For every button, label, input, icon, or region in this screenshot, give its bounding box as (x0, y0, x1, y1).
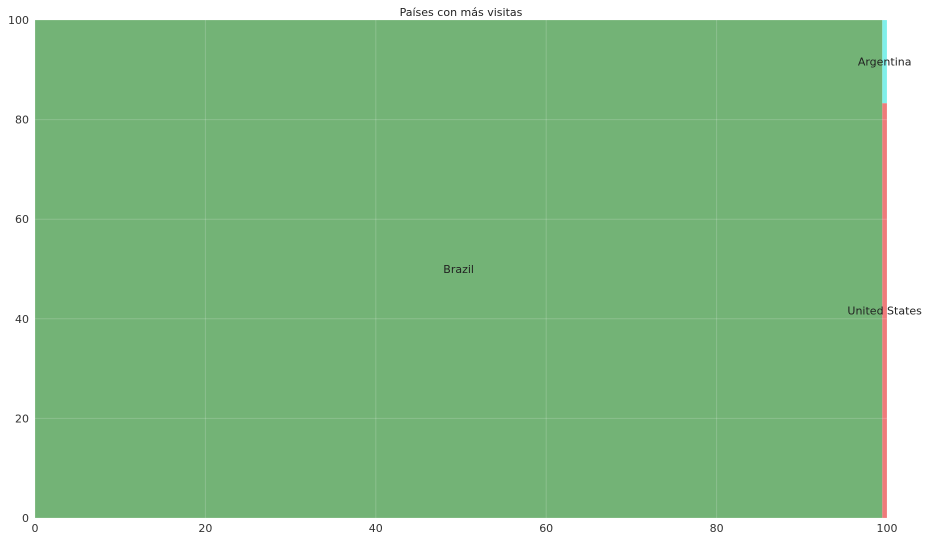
chart-title: Países con más visitas (400, 6, 523, 19)
y-tick-label: 100 (8, 14, 29, 27)
treemap-rect-united-states (882, 103, 887, 518)
x-tick-label: 80 (710, 522, 724, 535)
x-tick-label: 40 (369, 522, 383, 535)
x-tick-label: 0 (32, 522, 39, 535)
y-tick-label: 20 (15, 412, 29, 425)
y-tick-label: 40 (15, 313, 29, 326)
treemap-label-argentina: Argentina (858, 56, 912, 69)
treemap-rects (35, 20, 887, 518)
y-axis-ticks: 0 20 40 60 80 100 (8, 14, 29, 525)
x-tick-label: 100 (877, 522, 898, 535)
x-axis-ticks: 0 20 40 60 80 100 (32, 522, 898, 535)
treemap-labels: Brazil United States Argentina (443, 56, 922, 318)
grid (34, 19, 888, 519)
y-tick-label: 80 (15, 114, 29, 127)
x-tick-label: 20 (198, 522, 212, 535)
y-tick-label: 0 (22, 512, 29, 525)
treemap-rect-brazil (35, 20, 883, 518)
treemap-label-united-states: United States (847, 305, 922, 318)
y-tick-label: 60 (15, 213, 29, 226)
treemap-label-brazil: Brazil (443, 263, 474, 276)
treemap-rect-argentina (882, 20, 887, 104)
x-tick-label: 60 (539, 522, 553, 535)
